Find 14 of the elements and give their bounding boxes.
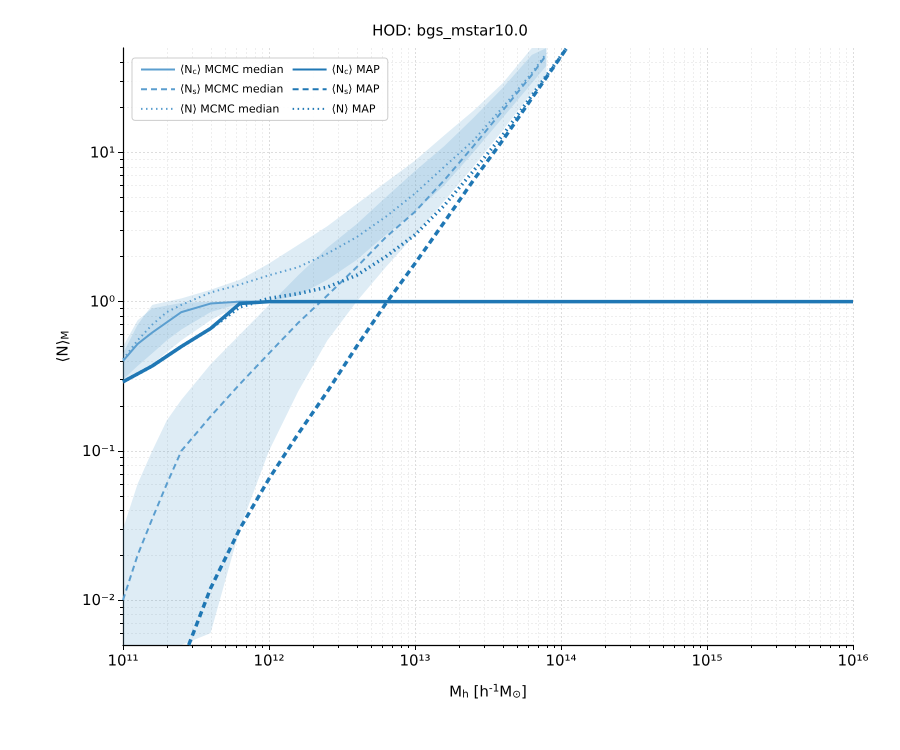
x-tick-label: 10¹⁶ bbox=[837, 652, 869, 670]
y-tick-label: 10⁰ bbox=[90, 292, 115, 311]
legend-label: ⟨N⟩ MAP bbox=[332, 102, 376, 116]
legend-label: ⟨N⟩ MCMC median bbox=[180, 102, 280, 116]
x-tick-label: 10¹¹ bbox=[107, 652, 139, 670]
y-tick-label: 10⁻² bbox=[82, 591, 115, 610]
x-tick-label: 10¹² bbox=[253, 652, 285, 670]
y-tick-label: 10¹ bbox=[90, 143, 115, 162]
x-tick-label: 10¹³ bbox=[399, 652, 431, 670]
chart-title: HOD: bgs_mstar10.0 bbox=[372, 22, 528, 40]
x-tick-label: 10¹⁴ bbox=[545, 652, 577, 670]
x-tick-label: 10¹⁵ bbox=[691, 652, 723, 670]
y-tick-label: 10⁻¹ bbox=[82, 442, 115, 460]
y-axis-title: ⟨N⟩M bbox=[54, 330, 72, 362]
